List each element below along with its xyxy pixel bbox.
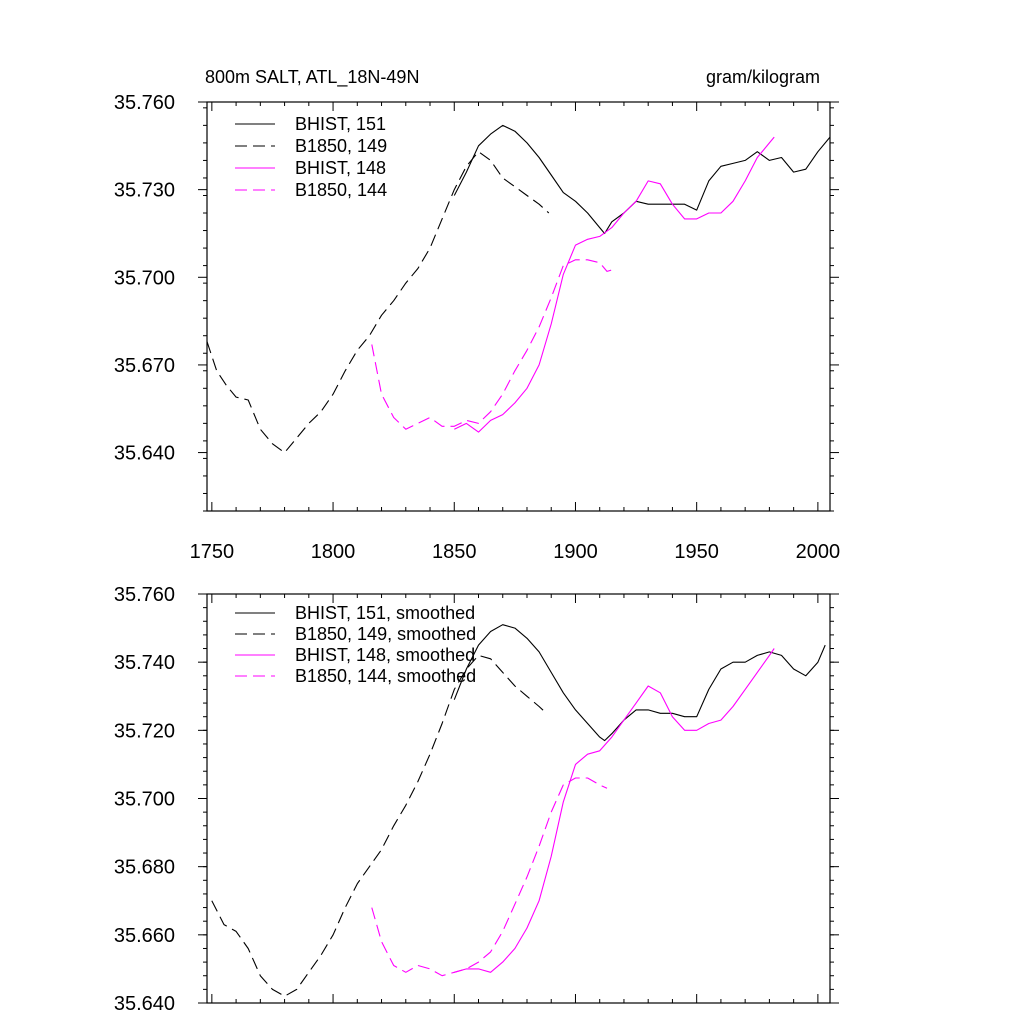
x-tick-label: 1950 (674, 541, 719, 563)
bottom-series-lines (211, 624, 826, 997)
top-series-lines (206, 124, 831, 454)
x-tick-label: 1850 (432, 541, 477, 563)
legend-label: BHIST, 151, smoothed (295, 603, 475, 623)
y-tick-label: 35.700 (114, 267, 175, 289)
y-tick-label: 35.640 (114, 443, 175, 465)
y-tick-label: 35.680 (114, 857, 175, 879)
y-tick-label: 35.670 (114, 355, 175, 377)
series-line-4 (371, 777, 608, 977)
y-tick-label: 35.740 (114, 652, 175, 674)
top-axes-ticks: 1750 1800 1850 1900 1950 2000 35.640 35.670 35.7… (114, 92, 840, 563)
series-line-2 (211, 654, 547, 997)
series-line-3 (454, 648, 775, 973)
units-label: gram/kilogram (706, 67, 820, 87)
legend-label: BHIST, 148 (295, 158, 386, 178)
series-line-2 (206, 151, 550, 454)
series-line-1 (453, 624, 826, 742)
chart-title: 800m SALT, ATL_18N-49N (205, 67, 419, 88)
legend-label: BHIST, 151 (295, 114, 386, 134)
series-line-3 (454, 136, 775, 433)
legend-label: B1850, 149 (295, 136, 387, 156)
y-tick-label: 35.730 (114, 180, 175, 202)
legend-label: B1850, 149, smoothed (295, 624, 476, 644)
series-line-4 (371, 259, 617, 430)
bottom-panel: 35.640 35.660 35.680 35.700 35.720 35.740 35.7… (114, 584, 839, 1015)
y-tick-label: 35.640 (114, 993, 175, 1015)
y-tick-label: 35.760 (114, 584, 175, 606)
y-tick-label: 35.700 (114, 789, 175, 811)
top-panel: 800m SALT, ATL_18N-49N gram/kilogram 175… (114, 67, 840, 563)
legend-label: B1850, 144 (295, 180, 387, 200)
y-tick-label: 35.720 (114, 720, 175, 742)
y-tick-label: 35.760 (114, 92, 175, 114)
top-plot-frame (206, 101, 831, 512)
series-line-1 (453, 124, 831, 235)
x-tick-label: 1750 (190, 541, 235, 563)
x-tick-label: 1800 (311, 541, 356, 563)
bottom-axes-ticks: 35.640 35.660 35.680 35.700 35.720 35.740 35.7… (114, 584, 839, 1015)
y-tick-label: 35.660 (114, 925, 175, 947)
x-tick-label: 2000 (796, 541, 841, 563)
x-tick-label: 1900 (553, 541, 598, 563)
legend-label: B1850, 144, smoothed (295, 666, 476, 686)
legend-label: BHIST, 148, smoothed (295, 645, 475, 665)
